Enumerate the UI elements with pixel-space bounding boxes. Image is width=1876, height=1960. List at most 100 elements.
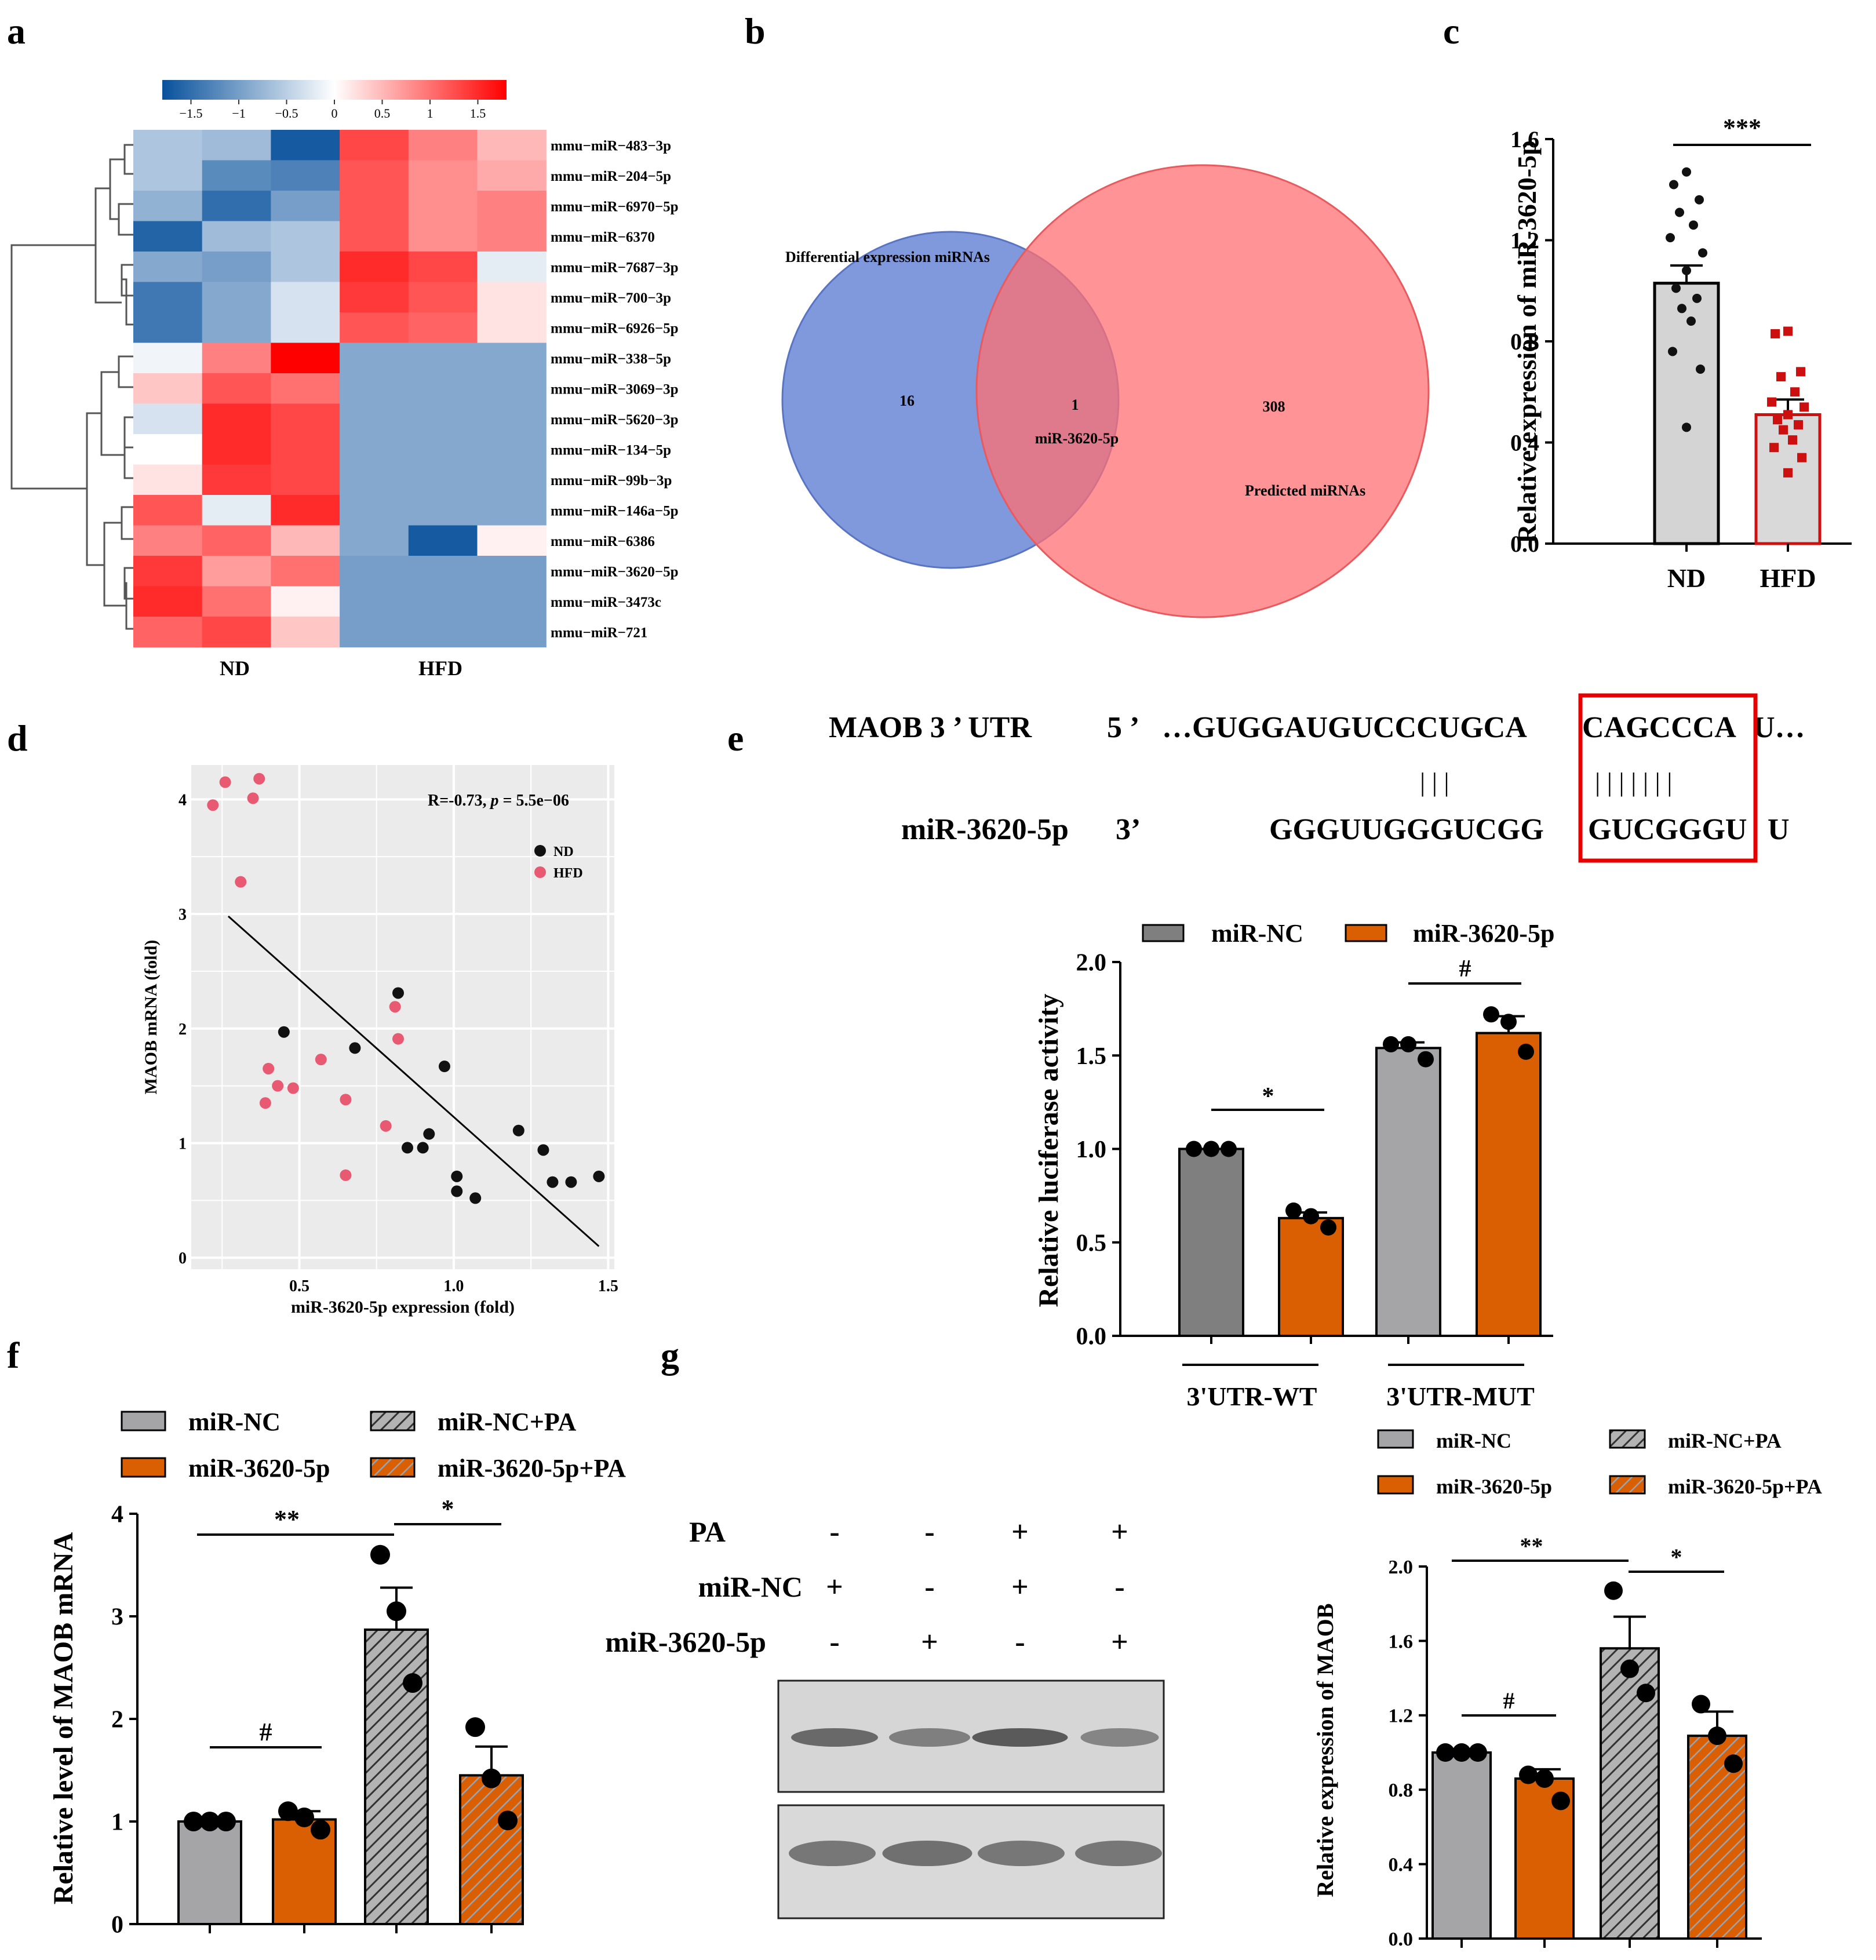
scatter-points xyxy=(207,773,605,1204)
scatter-y-axis-label: MAOB mRNA (fold) xyxy=(141,940,161,1095)
heatmap-row-label: mmu−miR−483−3p xyxy=(551,138,671,154)
scatter-point-nd xyxy=(451,1185,463,1197)
heatmap-cell xyxy=(408,403,478,435)
heatmap-row-label: mmu−miR−3069−3p xyxy=(551,381,679,397)
scatter-point-hfd xyxy=(315,1054,327,1066)
scatter-point-hfd xyxy=(219,776,231,788)
venn-circle-predicted xyxy=(975,164,1430,618)
data-point-nd xyxy=(1677,304,1686,314)
data-point-nd xyxy=(1696,364,1705,374)
y-axis-tick-label: 0.0 xyxy=(1510,531,1539,557)
data-point xyxy=(1452,1743,1471,1762)
heatmap-cell xyxy=(271,191,340,222)
data-point-nd xyxy=(1689,220,1698,230)
legend-hfd-marker xyxy=(534,866,546,878)
annotation-r: R=-0.73, xyxy=(428,792,491,810)
heatmap-cell xyxy=(271,617,340,648)
y-axis-tick-label: 3 xyxy=(111,1604,123,1631)
heatmap-cell xyxy=(133,130,203,161)
blot-row-mark: - xyxy=(829,1515,839,1549)
heatmap-cell xyxy=(408,221,478,252)
y-axis-tick-label: 1.6 xyxy=(1389,1631,1414,1652)
heatmap-cell xyxy=(133,434,203,465)
bar xyxy=(1278,1216,1344,1337)
scatter-x-tick-label: 0.5 xyxy=(289,1277,309,1295)
heatmap-group-hfd: HFD xyxy=(418,657,462,680)
mir-sequence-left: GGGUUGGGUCGG xyxy=(1269,813,1544,846)
heatmap-row-label: mmu−miR−7687−3p xyxy=(551,260,679,275)
bar xyxy=(1653,282,1720,545)
blot-row-mark: - xyxy=(829,1626,839,1659)
data-point xyxy=(1500,1014,1517,1030)
panel-label-e: e xyxy=(727,717,744,759)
bar-chart-e: 0.0 0.5 1.0 1.5 2.0 miR-NC miR-3620-5p 3'UTR-WT… xyxy=(1033,919,1554,1411)
data-point xyxy=(1724,1754,1743,1773)
scatter-panel: 0.5 1.0 1.5 0 1 2 3 4 R=-0.73, p = 5.5e−06 ND H… xyxy=(141,765,618,1317)
heatmap-cell xyxy=(271,130,340,161)
heatmap-cell xyxy=(202,464,271,496)
heatmap-cell xyxy=(340,556,409,587)
scatter-y-tick-label: 0 xyxy=(179,1249,187,1267)
data-point xyxy=(1436,1743,1455,1762)
heatmap-cell xyxy=(408,525,478,556)
heatmap-cell xyxy=(477,434,547,465)
heatmap-cell xyxy=(408,495,478,526)
scatter-point-hfd xyxy=(392,1033,405,1045)
data-point-nd xyxy=(1686,316,1696,326)
data-point xyxy=(1400,1036,1416,1052)
legend-label: miR-3620-5p+PA xyxy=(438,1454,626,1482)
blot-band-actin xyxy=(882,1841,972,1866)
heatmap-cell xyxy=(340,191,409,222)
data-point xyxy=(216,1812,236,1831)
y-axis-tick-label: 0.8 xyxy=(1389,1780,1414,1801)
heatmap-cell xyxy=(202,312,271,344)
data-point xyxy=(482,1768,501,1788)
y-axis-tick-label: 0.4 xyxy=(1389,1855,1414,1876)
blot-row-mark: + xyxy=(1111,1515,1128,1549)
x-group-label-wt: 3'UTR-WT xyxy=(1187,1382,1317,1411)
heatmap-cell xyxy=(202,586,271,617)
data-point xyxy=(1708,1726,1726,1746)
heatmap-cell xyxy=(477,191,547,222)
significance-marker: # xyxy=(260,1718,272,1746)
scatter-point-nd xyxy=(438,1061,450,1073)
data-point-hfd xyxy=(1767,397,1776,407)
heatmap-cell xyxy=(133,403,203,435)
heatmap-cell xyxy=(202,130,271,161)
data-point xyxy=(1285,1202,1302,1219)
bar xyxy=(177,1820,242,1925)
heatmap-cell xyxy=(271,282,340,313)
data-point xyxy=(465,1717,485,1737)
heatmap-cell xyxy=(408,617,478,648)
data-point-nd xyxy=(1698,248,1707,258)
data-point-nd xyxy=(1682,167,1691,177)
data-point xyxy=(278,1801,298,1821)
y-axis-tick-label: 1.0 xyxy=(1076,1136,1107,1163)
legend-label: miR-NC xyxy=(1436,1429,1511,1452)
venn-count-deg: 16 xyxy=(899,392,915,409)
heatmap-cell xyxy=(202,252,271,283)
panel-label-f: f xyxy=(7,1335,20,1376)
panel-label-g: g xyxy=(661,1335,679,1376)
heatmap-cell xyxy=(271,464,340,496)
heatmap-cell xyxy=(271,556,340,587)
significance-marker: * xyxy=(442,1495,454,1523)
y-axis-tick-label: 2.0 xyxy=(1076,950,1107,977)
heatmap-cell xyxy=(202,525,271,556)
scatter-point-nd xyxy=(278,1026,290,1038)
heatmap-cell xyxy=(340,495,409,526)
legend-swatch-mir-3620 xyxy=(1345,924,1387,942)
heatmap-row-label: mmu−miR−700−3p xyxy=(551,290,671,306)
legend-label: miR-3620-5p xyxy=(188,1454,330,1482)
heatmap-cell xyxy=(408,191,478,222)
heatmap-row-label: mmu−miR−6926−5p xyxy=(551,320,679,336)
y-axis-tick-label: 1.2 xyxy=(1510,228,1539,254)
heatmap-cell xyxy=(271,586,340,617)
y-axis-label: Relative expression of miR-3620-5p xyxy=(1512,140,1542,543)
data-point-nd xyxy=(1666,233,1675,243)
scatter-plot-area xyxy=(191,765,614,1269)
bar xyxy=(1431,1751,1492,1940)
bar xyxy=(1375,1047,1441,1337)
heatmap-cell xyxy=(340,617,409,648)
heatmap-cell xyxy=(408,556,478,587)
